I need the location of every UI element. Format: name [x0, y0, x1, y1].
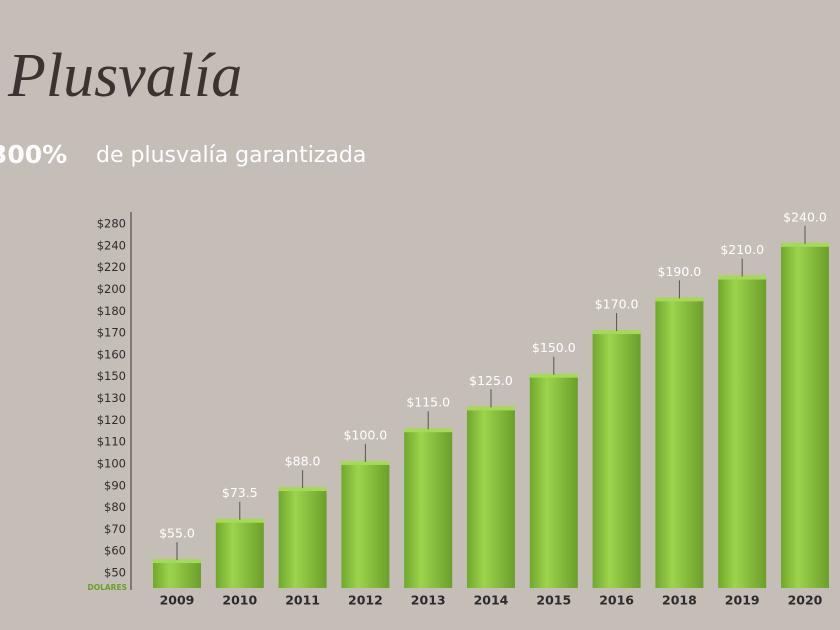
bar [278, 490, 327, 588]
value-label: $240.0 [783, 209, 827, 224]
y-tick-label: $80 [104, 500, 126, 514]
chart-title: Plusvalía [7, 42, 242, 110]
y-tick-label: $90 [104, 478, 126, 492]
x-tick-label: 2020 [788, 593, 823, 608]
bar [718, 278, 767, 588]
value-label: $190.0 [658, 264, 702, 279]
y-tick-label: $130 [97, 391, 126, 405]
bar [592, 333, 641, 588]
bar-cap [341, 460, 390, 465]
bar [655, 300, 704, 588]
bar-cap [655, 297, 704, 302]
y-tick-label: $280 [97, 217, 126, 231]
bar-cap [467, 406, 515, 411]
y-unit-label: DOLARES [88, 583, 128, 592]
bar [215, 521, 264, 588]
bar [404, 431, 453, 588]
value-label: $210.0 [720, 242, 764, 257]
y-tick-label: $200 [97, 282, 126, 296]
y-tick-label: $50 [104, 566, 126, 580]
bar-cap [278, 487, 327, 492]
x-tick-label: 2019 [725, 593, 760, 608]
y-tick-label: $110 [97, 435, 126, 449]
bar-cap [404, 428, 453, 433]
subtitle: de plusvalía garantizada [96, 143, 366, 168]
bar-cap [781, 242, 829, 247]
value-label: $88.0 [285, 454, 321, 469]
y-tick-label: $160 [97, 347, 126, 361]
x-tick-label: 2009 [160, 593, 195, 608]
x-tick-label: 2018 [662, 593, 697, 608]
bar [529, 376, 578, 588]
x-tick-label: 2013 [411, 593, 446, 608]
bar-cap [153, 559, 201, 564]
y-tick-label: $150 [97, 369, 126, 383]
y-tick-label: $70 [104, 522, 126, 536]
value-label: $55.0 [159, 526, 195, 541]
y-tick-label: $240 [97, 238, 126, 252]
value-label: $125.0 [469, 373, 513, 388]
bar [153, 562, 201, 588]
x-tick-label: 2014 [474, 593, 509, 608]
value-label: $73.5 [222, 485, 258, 500]
x-tick-label: 2015 [536, 593, 571, 608]
subtitle-highlight: 300% [0, 140, 67, 169]
x-tick-label: 2012 [348, 593, 383, 608]
x-tick-label: 2011 [285, 593, 320, 608]
y-tick-label: $220 [97, 260, 126, 274]
bar-cap [529, 373, 578, 378]
bar [467, 409, 515, 588]
x-tick-label: 2016 [599, 593, 634, 608]
bar-cap [592, 330, 641, 335]
bar [341, 463, 390, 588]
y-tick-label: $100 [97, 456, 126, 470]
x-tick-label: 2010 [222, 593, 257, 608]
value-label: $100.0 [344, 427, 388, 442]
y-tick-label: $120 [97, 413, 126, 427]
y-tick-label: $170 [97, 326, 126, 340]
value-label: $115.0 [406, 395, 450, 410]
bar-cap [215, 518, 264, 523]
y-tick-label: $60 [104, 544, 126, 558]
value-label: $150.0 [532, 340, 576, 355]
value-label: $170.0 [595, 297, 639, 312]
y-tick-label: $180 [97, 304, 126, 318]
bar [781, 245, 829, 588]
bar-cap [718, 275, 767, 280]
